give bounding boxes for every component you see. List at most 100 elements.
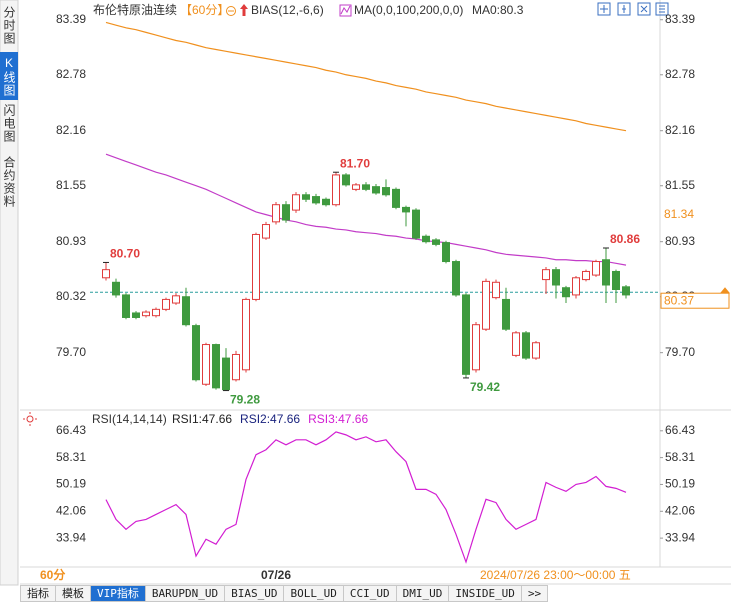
tool-button[interactable] bbox=[655, 2, 669, 16]
sidebar-tab[interactable]: K线图 bbox=[2, 56, 16, 97]
candle-body bbox=[272, 204, 280, 223]
candle-body bbox=[322, 198, 330, 206]
candle-body bbox=[232, 353, 240, 381]
ma-line bbox=[105, 21, 627, 132]
rsi-icon bbox=[23, 412, 37, 426]
tab[interactable]: INSIDE_UD bbox=[449, 585, 522, 602]
candle-body bbox=[292, 194, 300, 211]
y-tick-label: 79.70 bbox=[56, 345, 86, 359]
chart-title: 布伦特原油连续 bbox=[93, 2, 177, 17]
candle-body bbox=[102, 269, 110, 279]
y-tick-label-right: 81.55 bbox=[665, 178, 695, 192]
candle-body bbox=[582, 270, 590, 281]
indicator-label: MA(0,0,100,200,0,0) bbox=[354, 3, 463, 17]
y-tick-label-right: 79.70 bbox=[665, 345, 695, 359]
candle-body bbox=[482, 280, 490, 330]
sidebar-tab[interactable]: 分时图 bbox=[2, 6, 16, 45]
bias-icon bbox=[240, 4, 248, 16]
candle-body bbox=[182, 296, 190, 326]
sidebar-tab[interactable]: 合约资料 bbox=[2, 155, 16, 208]
time-status: 2024/07/26 23:00～00:00 五 bbox=[480, 568, 631, 582]
candle-body bbox=[502, 298, 510, 330]
y-tick-label: 33.94 bbox=[56, 530, 86, 544]
candle-body bbox=[552, 269, 560, 286]
y-tick-label: 82.78 bbox=[56, 67, 86, 81]
tool-button[interactable] bbox=[637, 2, 651, 16]
tab[interactable]: 指标 bbox=[20, 585, 56, 602]
tool-button[interactable] bbox=[617, 2, 631, 16]
y-tick-label: 80.32 bbox=[56, 289, 86, 303]
ma-value-label: 81.34 bbox=[664, 207, 694, 221]
y-tick-label-right: 33.94 bbox=[665, 530, 695, 544]
candle-body bbox=[342, 174, 350, 186]
candle-body bbox=[412, 209, 420, 239]
tool-button[interactable] bbox=[597, 2, 611, 16]
y-tick-label-right: 50.19 bbox=[665, 477, 695, 491]
extreme-label: 81.70 bbox=[340, 156, 370, 170]
sidebar bbox=[0, 0, 19, 586]
candle-body bbox=[492, 281, 500, 299]
last-price-box bbox=[660, 292, 730, 309]
candle-body bbox=[222, 357, 230, 391]
candle-body bbox=[132, 312, 140, 318]
candle-body bbox=[612, 270, 620, 291]
legend-entry: RSI2:47.66 bbox=[240, 412, 300, 426]
last-price-arrow bbox=[720, 287, 730, 294]
tab-bar: 指标 模板 VIP指标 BARUPDN_UD BIAS_UD BOLL_UD C… bbox=[20, 585, 549, 602]
candle-body bbox=[282, 204, 290, 221]
tab[interactable]: BIAS_UD bbox=[225, 585, 285, 602]
tab[interactable]: >> bbox=[521, 585, 549, 602]
period-status: 60分 bbox=[40, 567, 65, 582]
rsi-icon[interactable] bbox=[23, 412, 37, 426]
candle-body bbox=[422, 235, 430, 243]
candle-body bbox=[202, 344, 210, 385]
candle-body bbox=[122, 294, 130, 318]
tool-glyph bbox=[600, 5, 665, 13]
candle-body bbox=[302, 194, 310, 200]
candle-body bbox=[212, 344, 220, 389]
y-tick-label: 83.39 bbox=[56, 12, 86, 26]
candle-body bbox=[252, 233, 260, 300]
y-tick-label-right: 82.78 bbox=[665, 67, 695, 81]
tab[interactable]: BARUPDN_UD bbox=[145, 585, 226, 602]
x-tick-label: 07/26 bbox=[261, 568, 291, 582]
ma-line bbox=[105, 153, 627, 266]
candle-body bbox=[512, 332, 520, 356]
candle-body bbox=[162, 298, 170, 310]
y-tick-label-right: 83.39 bbox=[665, 12, 695, 26]
candle-body bbox=[352, 184, 360, 190]
indicator-label: BIAS(12,-6,6) bbox=[251, 3, 324, 17]
tab[interactable]: BOLL_UD bbox=[284, 585, 344, 602]
candle-body bbox=[332, 174, 340, 206]
tab[interactable]: CCI_UD bbox=[343, 585, 397, 602]
tab[interactable]: DMI_UD bbox=[396, 585, 450, 602]
rsi-icon bbox=[26, 415, 34, 423]
y-tick-label: 50.19 bbox=[56, 477, 86, 491]
candle-body bbox=[372, 186, 380, 194]
tab[interactable]: 模板 bbox=[56, 585, 91, 602]
candle-body bbox=[432, 239, 440, 245]
candle-body bbox=[192, 325, 200, 381]
candle-body bbox=[592, 261, 600, 276]
tab[interactable]: VIP指标 bbox=[91, 585, 146, 602]
candle-body bbox=[472, 324, 480, 371]
y-tick-label: 66.43 bbox=[56, 423, 86, 437]
y-tick-label-right: 80.93 bbox=[665, 234, 695, 248]
candle-body bbox=[532, 342, 540, 359]
sidebar-active bbox=[0, 52, 18, 100]
ma-icon bbox=[339, 4, 352, 17]
candle-body bbox=[522, 332, 530, 359]
candle-body bbox=[622, 286, 630, 296]
candle-body bbox=[242, 298, 250, 371]
candle-body bbox=[382, 187, 390, 196]
minus-icon[interactable] bbox=[226, 6, 236, 16]
sidebar-tab[interactable]: 闪电图 bbox=[2, 104, 16, 143]
candle-body bbox=[392, 188, 400, 208]
extreme-label: 80.70 bbox=[110, 247, 140, 261]
y-tick-label-right: 42.06 bbox=[665, 503, 695, 517]
y-tick-label: 42.06 bbox=[56, 503, 86, 517]
candle-body bbox=[312, 196, 320, 204]
y-tick-label-right: 82.16 bbox=[665, 123, 695, 137]
indicator-label: MA0:80.3 bbox=[472, 3, 524, 17]
